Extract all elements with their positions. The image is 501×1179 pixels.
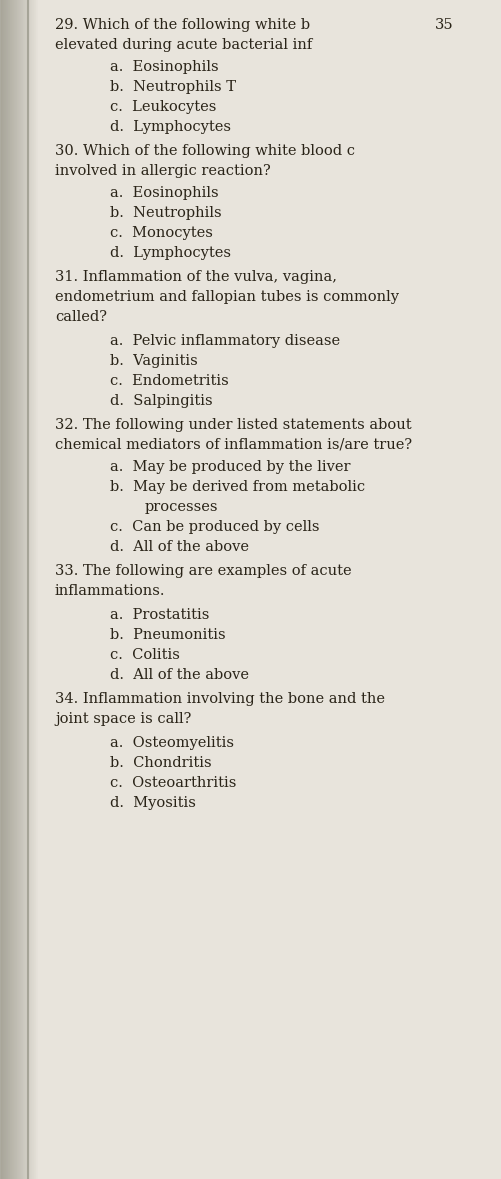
Text: processes: processes: [145, 500, 218, 514]
Text: d.  Lymphocytes: d. Lymphocytes: [110, 120, 231, 134]
Text: 33. The following are examples of acute: 33. The following are examples of acute: [55, 564, 352, 578]
Text: d.  All of the above: d. All of the above: [110, 668, 249, 681]
Text: c.  Colitis: c. Colitis: [110, 648, 180, 661]
Text: 31. Inflammation of the vulva, vagina,: 31. Inflammation of the vulva, vagina,: [55, 270, 337, 284]
Text: joint space is call?: joint space is call?: [55, 712, 191, 726]
Text: c.  Can be produced by cells: c. Can be produced by cells: [110, 520, 320, 534]
Text: elevated during acute bacterial inf: elevated during acute bacterial inf: [55, 38, 312, 52]
Text: b.  May be derived from metabolic: b. May be derived from metabolic: [110, 480, 365, 494]
Text: a.  Eosinophils: a. Eosinophils: [110, 60, 218, 74]
Text: c.  Leukocytes: c. Leukocytes: [110, 100, 216, 114]
Text: d.  Lymphocytes: d. Lymphocytes: [110, 246, 231, 261]
Text: d.  Myositis: d. Myositis: [110, 796, 196, 810]
Text: c.  Endometritis: c. Endometritis: [110, 374, 229, 388]
Text: b.  Vaginitis: b. Vaginitis: [110, 354, 198, 368]
Text: called?: called?: [55, 310, 107, 324]
Text: a.  Prostatitis: a. Prostatitis: [110, 608, 209, 623]
Text: 32. The following under listed statements about: 32. The following under listed statement…: [55, 419, 412, 432]
Text: inflammations.: inflammations.: [55, 584, 165, 598]
Text: b.  Chondritis: b. Chondritis: [110, 756, 211, 770]
Text: d.  All of the above: d. All of the above: [110, 540, 249, 554]
Text: d.  Salpingitis: d. Salpingitis: [110, 394, 212, 408]
Text: endometrium and fallopian tubes is commonly: endometrium and fallopian tubes is commo…: [55, 290, 399, 304]
Text: a.  Pelvic inflammatory disease: a. Pelvic inflammatory disease: [110, 334, 340, 348]
Text: b.  Neutrophils T: b. Neutrophils T: [110, 80, 236, 94]
Text: b.  Neutrophils: b. Neutrophils: [110, 206, 221, 220]
Text: involved in allergic reaction?: involved in allergic reaction?: [55, 164, 271, 178]
Text: c.  Osteoarthritis: c. Osteoarthritis: [110, 776, 236, 790]
Text: 34. Inflammation involving the bone and the: 34. Inflammation involving the bone and …: [55, 692, 385, 706]
Text: 30. Which of the following white blood c: 30. Which of the following white blood c: [55, 144, 355, 158]
Text: c.  Monocytes: c. Monocytes: [110, 226, 213, 241]
Text: chemical mediators of inflammation is/are true?: chemical mediators of inflammation is/ar…: [55, 439, 412, 452]
Text: a.  Eosinophils: a. Eosinophils: [110, 186, 218, 200]
Text: a.  Osteomyelitis: a. Osteomyelitis: [110, 736, 234, 750]
Text: a.  May be produced by the liver: a. May be produced by the liver: [110, 460, 351, 474]
Text: 29. Which of the following white b: 29. Which of the following white b: [55, 18, 310, 32]
Text: b.  Pneumonitis: b. Pneumonitis: [110, 628, 225, 643]
Text: 35: 35: [435, 18, 453, 32]
